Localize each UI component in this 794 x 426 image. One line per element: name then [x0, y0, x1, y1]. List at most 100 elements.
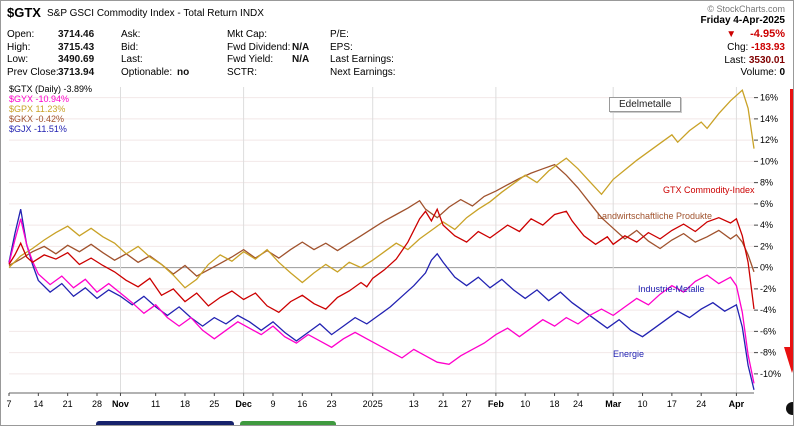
- y-tick-label: 10%: [760, 156, 778, 166]
- x-tick-label: 28: [92, 399, 102, 409]
- quote-value: [412, 42, 442, 55]
- y-tick-label: 4%: [760, 220, 773, 230]
- quote-label: Fwd Yield:: [227, 54, 274, 65]
- x-tick-label: 21: [63, 399, 73, 409]
- arrow-head: [784, 347, 793, 373]
- quote-value: [292, 67, 330, 80]
- annotation-industrie-metalle: Industrie-Metalle: [638, 284, 705, 294]
- x-tick-label: 11: [151, 399, 160, 409]
- chg-value: -183.93: [751, 42, 785, 53]
- right-quote-block: Chg: -183.93 Last: 3530.01 Volume: 0: [724, 42, 785, 80]
- symbol: $GTX: [7, 5, 41, 20]
- legend-item: $GKX -0.42%: [9, 114, 65, 124]
- x-tick-label: Nov: [112, 399, 129, 409]
- y-tick-label: 14%: [760, 114, 778, 124]
- y-tick-label: 12%: [760, 135, 778, 145]
- x-tick-label: 18: [180, 399, 190, 409]
- quote-value: 3714.46: [58, 29, 95, 40]
- legend-item: $GPX 11.23%: [9, 104, 66, 114]
- x-tick-label: 14: [33, 399, 43, 409]
- y-tick-label: -4%: [760, 305, 776, 315]
- legend-item: $GTX (Daily) -3.89%: [9, 84, 93, 94]
- y-tick-label: 8%: [760, 178, 773, 188]
- series-line-GPX: [8, 89, 755, 289]
- x-tick-label: 2025: [363, 399, 383, 409]
- legend-item: $GYX -10.94%: [9, 94, 70, 104]
- series-line-GYX: [8, 218, 755, 384]
- change-percent: -4.95%: [750, 28, 785, 40]
- volume-label: Volume:: [740, 67, 777, 78]
- daily-change: ▼ -4.95%: [726, 28, 785, 40]
- annotation-edelmetalle: Edelmetalle: [609, 97, 682, 112]
- partial-button-green[interactable]: [240, 421, 336, 425]
- x-tick-label: 16: [297, 399, 307, 409]
- quote-value: [177, 54, 227, 67]
- chg-label: Chg:: [727, 42, 749, 53]
- x-tick-label: Feb: [488, 399, 505, 409]
- x-tick-label: 18: [550, 399, 560, 409]
- y-tick-label: -10%: [760, 369, 781, 379]
- chart-legend: $GTX (Daily) -3.89% $GYX -10.94% $GPX 11.2…: [9, 84, 92, 134]
- x-tick-label: 10: [638, 399, 648, 409]
- quote-value: N/A: [292, 41, 310, 53]
- y-tick-label: -6%: [760, 326, 776, 336]
- quote-label: Open:: [7, 29, 35, 40]
- volume-row: Volume: 0: [724, 67, 785, 80]
- quote-value: [412, 54, 442, 67]
- performance-chart: 16% 14% 12% 10% 8% 6% 4% 2% 0% -2% -4% -6% -8% -10% 7 1…: [6, 87, 781, 409]
- x-tick-label: 27: [462, 399, 472, 409]
- x-tick-label: 9: [270, 399, 275, 409]
- last-label: Last:: [724, 54, 747, 66]
- y-tick-label: 6%: [760, 199, 773, 209]
- quote-value: no: [177, 66, 190, 78]
- x-tick-label: 24: [696, 399, 706, 409]
- series-line-GJX: [8, 209, 755, 390]
- overlay-dot-button[interactable]: [786, 402, 793, 415]
- copyright-text: © StockCharts.com: [707, 4, 785, 14]
- quote-label: Optionable:: [121, 66, 173, 78]
- red-down-arrow-icon: [784, 89, 793, 375]
- quote-value: N/A: [292, 54, 310, 65]
- quote-label: Ask:: [121, 29, 141, 40]
- quote-label: High:: [7, 41, 31, 53]
- y-tick-label: 0%: [760, 263, 773, 273]
- x-tick-label: 7: [6, 399, 11, 409]
- quote-label: Fwd Dividend:: [227, 41, 291, 53]
- down-triangle-icon: ▼: [726, 29, 737, 40]
- quote-value: 3490.69: [58, 54, 95, 65]
- legend-item: $GJX -11.51%: [9, 124, 67, 134]
- quote-value: 3715.43: [58, 41, 95, 53]
- quote-label: Next Earnings:: [330, 66, 396, 78]
- page-title: S&P GSCI Commodity Index - Total Return …: [47, 8, 264, 19]
- arrow-shaft: [790, 89, 793, 347]
- x-tick-label: 13: [409, 399, 419, 409]
- quote-value: 3713.94: [58, 66, 95, 78]
- x-tick-label: Dec: [235, 399, 252, 409]
- partial-button-navy[interactable]: [96, 421, 234, 425]
- quote-label: Prev Close:: [7, 66, 59, 78]
- y-tick-label: -2%: [760, 284, 776, 294]
- quote-label: Last Earnings:: [330, 54, 394, 65]
- series-line-GKX: [8, 163, 755, 277]
- annotation-landwirtschaftliche-produkte: Landwirtschaftliche Produkte: [597, 211, 713, 221]
- quote-label: Last:: [121, 54, 143, 65]
- quote-value: [292, 29, 330, 42]
- x-tick-label: 21: [438, 399, 448, 409]
- y-tick-label: 16%: [760, 93, 778, 103]
- quote-label: Mkt Cap:: [227, 29, 268, 40]
- quote-value: [412, 67, 442, 80]
- last-value: 3530.01: [748, 54, 785, 66]
- quote-value: [177, 29, 227, 42]
- last-value-row: Last: 3530.01: [724, 55, 785, 68]
- quote-value: [412, 29, 442, 42]
- quote-value: [177, 42, 227, 55]
- volume-value: 0: [779, 67, 785, 78]
- quote-label: Low:: [7, 54, 29, 65]
- change-value-row: Chg: -183.93: [724, 42, 785, 55]
- quote-label: EPS:: [330, 41, 353, 53]
- x-tick-label: Apr: [729, 399, 745, 409]
- quote-label: SCTR:: [227, 66, 257, 78]
- quote-label: Bid:: [121, 41, 139, 53]
- series-line-GTX: [8, 207, 755, 314]
